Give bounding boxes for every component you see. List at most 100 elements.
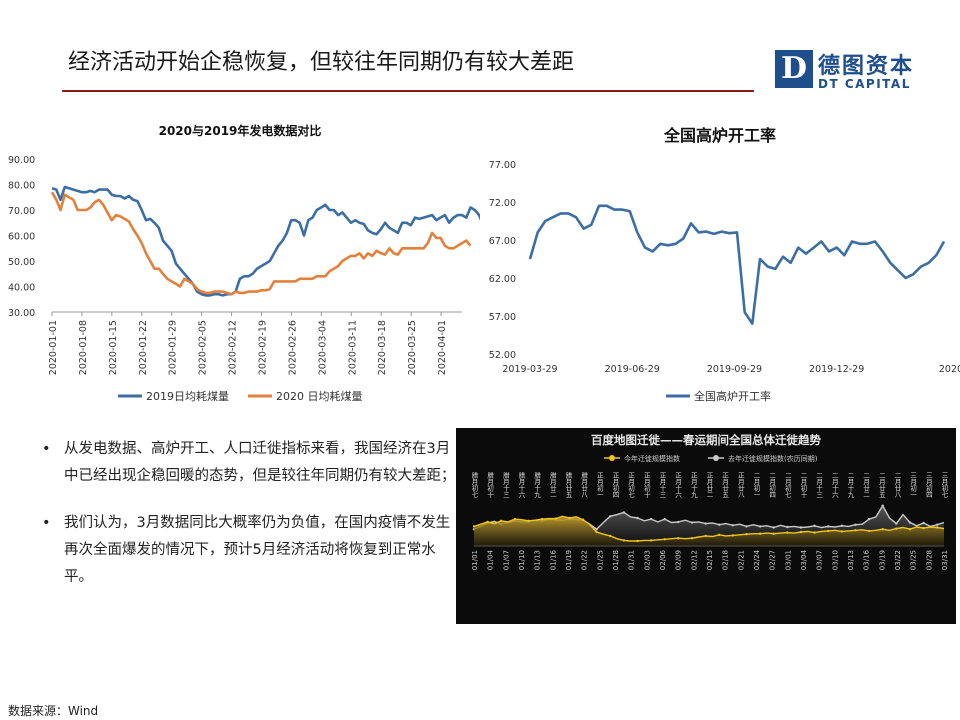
series-group bbox=[528, 204, 946, 325]
x-tick-label: 01/10 bbox=[518, 550, 526, 570]
lunar-tick-label: 二月廿二 bbox=[862, 472, 870, 498]
lunar-tick-label: 腊月十九 bbox=[533, 472, 541, 500]
bullet-dot-icon: • bbox=[42, 515, 51, 531]
series-point-0 bbox=[527, 519, 530, 522]
x-tick-label: 2019-12-29 bbox=[809, 364, 864, 375]
series-point-0 bbox=[827, 529, 830, 533]
x-tick-label: 03/13 bbox=[847, 550, 855, 570]
series-point-0 bbox=[554, 517, 557, 520]
series-point-0 bbox=[718, 533, 721, 536]
x-tick-label: 2019-09-29 bbox=[707, 364, 762, 375]
x-tick-label: 03/25 bbox=[910, 550, 918, 570]
x-tick-label: 2020-01-22 bbox=[138, 320, 149, 375]
y-tick-label: 77.00 bbox=[489, 160, 516, 171]
x-tick-label: 2020-02-12 bbox=[228, 320, 239, 375]
logo-name-cn: 德图资本 bbox=[818, 54, 915, 79]
lunar-tick-label: 二月初十 bbox=[799, 472, 807, 499]
series-point-1 bbox=[758, 525, 762, 528]
legend-label-0: 今年迁徙规模指数 bbox=[624, 454, 680, 463]
lunar-tick-label: 腊月廿八 bbox=[580, 472, 588, 499]
series-point-1 bbox=[786, 525, 789, 529]
bullet-item: • 从发电数据、高炉开工、人口迁徙指标来看，我国经济在3月中已经出现企稳回暖的态势… bbox=[40, 436, 458, 490]
slide-title: 经济活动开始企稳恢复，但较往年同期仍有较大差距 bbox=[68, 50, 575, 75]
x-tick-label: 2020-03-18 bbox=[377, 320, 388, 375]
series-point-1 bbox=[799, 526, 803, 529]
lunar-tick-label: 二月十三 bbox=[815, 472, 823, 498]
x-tick-label: 2020-04-01 bbox=[437, 320, 448, 375]
lunar-tick-label: 正月十九 bbox=[689, 472, 697, 500]
series-line-0 bbox=[528, 204, 946, 325]
x-tick-label: 03/16 bbox=[863, 549, 871, 570]
series-group bbox=[50, 185, 480, 297]
y-tick-label: 72.00 bbox=[489, 198, 516, 209]
bullet-text: 从发电数据、高炉开工、人口迁徙指标来看，我国经济在3月中已经出现企稳回暖的态势，… bbox=[64, 441, 456, 484]
blast-furnace-chart: 全国高炉开工率 77.00 72.00 67.00 62.00 57.00 52.00 2… bbox=[489, 126, 960, 403]
series-point-0 bbox=[840, 530, 843, 533]
legend-label-1: 去年迁徙规模指数(农历同期) bbox=[728, 454, 818, 463]
y-tick-label: 30.00 bbox=[8, 308, 35, 319]
series-point-0 bbox=[690, 537, 694, 540]
y-tick-label: 60.00 bbox=[8, 232, 35, 243]
series-point-0 bbox=[595, 530, 598, 534]
y-tick-label: 67.00 bbox=[489, 236, 516, 247]
x-tick-label: 02/24 bbox=[753, 549, 761, 570]
series-point-1 bbox=[649, 517, 653, 521]
chart-title: 全国高炉开工率 bbox=[663, 126, 776, 145]
x-tick-label: 2020-03-25 bbox=[407, 320, 418, 375]
lunar-tick-label: 二月廿八 bbox=[893, 472, 901, 498]
lunar-tick-label: 腊月初十 bbox=[486, 472, 494, 500]
lunar-tick-label: 二月十九 bbox=[846, 472, 854, 499]
lunar-tick-label: 腊月廿五 bbox=[564, 472, 572, 499]
x-tick-label: 03/01 bbox=[784, 550, 792, 570]
logo-mark-letter: D bbox=[780, 51, 807, 86]
y-tick-label: 80.00 bbox=[8, 181, 35, 192]
lunar-tick-label: 腊月廿二 bbox=[548, 472, 556, 499]
series-point-1 bbox=[881, 504, 884, 507]
x-tick-label: 01/31 bbox=[628, 550, 636, 570]
lunar-tick-label: 正月十三 bbox=[658, 472, 666, 499]
x-tick-label: 2020-02-19 bbox=[257, 320, 268, 375]
series-point-0 bbox=[472, 525, 476, 528]
x-axis: 01/01 01/04 01/07 01/10 01/13 01/16 01/19 01/22… bbox=[471, 545, 949, 570]
series-point-0 bbox=[745, 533, 748, 536]
chart-legend: 2019日均耗煤量 2020 日均耗煤量 bbox=[118, 390, 363, 403]
series-point-1 bbox=[636, 516, 639, 520]
series-point-0 bbox=[922, 526, 925, 530]
bullet-list: • 从发电数据、高炉开工、人口迁徙指标来看，我国经济在3月中已经出现企稳回暖的态势… bbox=[40, 436, 458, 611]
lunar-tick-label: 正月初十 bbox=[642, 472, 650, 500]
y-tick-label: 90.00 bbox=[8, 155, 35, 166]
series-point-1 bbox=[936, 523, 939, 526]
bullet-text: 我们认为，3月数据同比大概率仍为负值，在国内疫情不发生再次全面爆发的情况下，预计… bbox=[64, 515, 451, 585]
series-point-0 bbox=[636, 539, 639, 543]
lunar-tick-label: 腊月十六 bbox=[517, 472, 525, 500]
series-point-0 bbox=[677, 537, 680, 540]
series-point-0 bbox=[758, 532, 762, 535]
series-point-0 bbox=[881, 528, 884, 531]
x-tick-label: 02/09 bbox=[675, 550, 683, 570]
x-tick-label: 2020-01-08 bbox=[78, 320, 89, 375]
x-tick-label: 01/25 bbox=[596, 550, 604, 570]
series-group bbox=[472, 504, 945, 546]
series-point-0 bbox=[854, 529, 857, 532]
series-point-1 bbox=[663, 517, 666, 521]
series-point-0 bbox=[663, 538, 666, 541]
chart-legend: 全国高炉开工率 bbox=[666, 389, 771, 403]
x-tick-label: 02/18 bbox=[722, 550, 730, 570]
y-tick-label: 50.00 bbox=[8, 257, 35, 268]
y-tick-label: 52.00 bbox=[489, 350, 516, 361]
x-tick-label: 01/04 bbox=[487, 549, 495, 570]
x-axis: 2020-01-01 2020-01-08 2020-01-15 2020-01-22… bbox=[48, 311, 462, 375]
x-tick-label: 2020-01-29 bbox=[168, 320, 179, 375]
x-tick-label: 03/31 bbox=[941, 550, 949, 570]
legend-marker-1 bbox=[713, 455, 719, 461]
bullet-item: • 我们认为，3月数据同比大概率仍为负值，在国内疫情不发生再次全面爆发的情况下，预… bbox=[40, 510, 458, 591]
series-point-0 bbox=[649, 539, 653, 542]
lunar-tick-label: 二月初四 bbox=[768, 472, 776, 498]
lunar-tick-label: 正月初四 bbox=[611, 472, 619, 499]
series-line-0 bbox=[473, 515, 945, 542]
lunar-tick-label: 二月十六 bbox=[830, 472, 838, 499]
x-tick-label: 03/07 bbox=[816, 550, 824, 570]
x-tick-label: 02/21 bbox=[737, 550, 745, 570]
lunar-tick-label: 正月廿五 bbox=[721, 472, 729, 499]
title-divider bbox=[62, 90, 754, 92]
